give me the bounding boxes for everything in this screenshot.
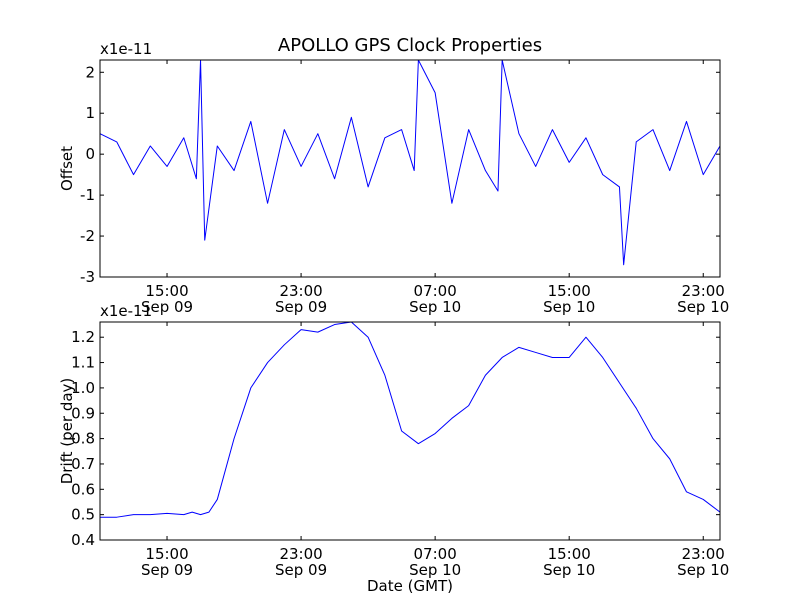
x-tick-label-time: 23:00: [279, 545, 322, 563]
x-tick-label-date: Sep 09: [141, 298, 193, 316]
x-tick-label-time: 23:00: [682, 545, 725, 563]
y-tick-label: 0.7: [71, 455, 95, 473]
y-tick-label: 0.8: [71, 430, 95, 448]
x-tick-label-date: Sep 10: [543, 298, 595, 316]
y-tick-label: 1.2: [71, 328, 95, 346]
x-tick-label-time: 07:00: [414, 282, 457, 300]
x-axis-label: Date (GMT): [367, 577, 453, 595]
y-axis-label: Offset: [58, 146, 76, 191]
x-tick-label-date: Sep 10: [409, 561, 461, 579]
y-axis-label: Drift (per day): [58, 378, 76, 485]
y-tick-label: 0.5: [71, 506, 95, 524]
y-tick-label: 0: [85, 145, 95, 163]
x-tick-label-time: 15:00: [145, 282, 188, 300]
y-tick-label: 0.6: [71, 480, 95, 498]
chart-title: APOLLO GPS Clock Properties: [278, 35, 542, 56]
y-tick-label: 1.1: [71, 354, 95, 372]
x-tick-label-date: Sep 09: [275, 561, 327, 579]
x-tick-label-date: Sep 10: [677, 298, 729, 316]
y-tick-label: 1.0: [71, 379, 95, 397]
x-tick-label-time: 15:00: [548, 545, 591, 563]
x-tick-label-date: Sep 09: [141, 561, 193, 579]
x-tick-label-time: 23:00: [279, 282, 322, 300]
x-tick-label-time: 15:00: [548, 282, 591, 300]
series-line-1-0: [100, 322, 720, 518]
x-tick-label-date: Sep 09: [275, 298, 327, 316]
plot-frame: [99, 59, 721, 278]
y-tick-label: 2: [85, 63, 95, 81]
axis-scale-label: x1e-11: [100, 40, 152, 58]
x-tick-label-date: Sep 10: [409, 298, 461, 316]
series-line-0-0: [100, 60, 720, 266]
axis-scale-label: x1e-11: [100, 302, 152, 320]
x-tick-label-date: Sep 10: [677, 561, 729, 579]
y-tick-label: 1: [85, 104, 95, 122]
plot-frame: [99, 321, 721, 541]
x-tick-label-date: Sep 10: [543, 561, 595, 579]
x-tick-label-time: 23:00: [682, 282, 725, 300]
y-tick-label: 0.4: [71, 531, 95, 549]
y-tick-label: -3: [80, 268, 95, 286]
y-tick-label: -2: [80, 227, 95, 245]
y-tick-label: 0.9: [71, 404, 95, 422]
x-tick-label-time: 07:00: [414, 545, 457, 563]
y-tick-label: -1: [80, 186, 95, 204]
x-tick-label-time: 15:00: [145, 545, 188, 563]
